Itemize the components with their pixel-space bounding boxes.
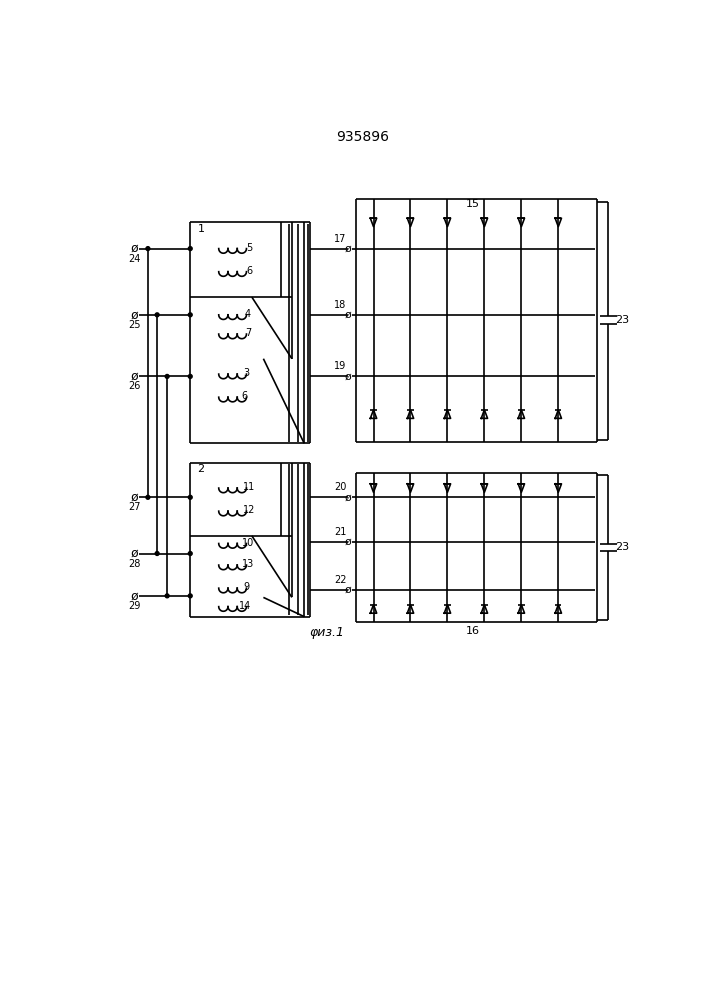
Text: 27: 27 <box>129 502 141 512</box>
Text: ø: ø <box>131 589 139 602</box>
Text: 19: 19 <box>334 361 346 371</box>
Text: 7: 7 <box>245 328 251 338</box>
Circle shape <box>188 247 192 251</box>
Text: ø: ø <box>345 244 351 254</box>
Circle shape <box>188 594 192 598</box>
Text: 14: 14 <box>239 601 251 611</box>
Text: 17: 17 <box>334 234 346 244</box>
Circle shape <box>165 374 169 378</box>
Text: 21: 21 <box>334 527 346 537</box>
Text: 20: 20 <box>334 482 346 492</box>
Text: 1: 1 <box>197 224 204 234</box>
Text: 15: 15 <box>466 199 480 209</box>
Text: 10: 10 <box>242 538 254 548</box>
Text: 23: 23 <box>615 315 629 325</box>
Circle shape <box>156 313 159 317</box>
Text: ø: ø <box>345 585 351 595</box>
Text: 6: 6 <box>247 266 252 276</box>
Text: ø: ø <box>345 310 351 320</box>
Circle shape <box>146 495 150 499</box>
Circle shape <box>165 594 169 598</box>
Text: 29: 29 <box>129 601 141 611</box>
Text: ø: ø <box>131 370 139 383</box>
Text: 24: 24 <box>129 254 141 264</box>
Text: 4: 4 <box>245 309 251 319</box>
Text: 22: 22 <box>334 575 346 585</box>
Text: 9: 9 <box>243 582 250 592</box>
Text: 3: 3 <box>243 368 250 378</box>
Text: ø: ø <box>131 308 139 321</box>
Circle shape <box>156 552 159 555</box>
Text: ø: ø <box>131 547 139 560</box>
Text: 16: 16 <box>466 626 480 636</box>
Text: 25: 25 <box>129 320 141 330</box>
Text: ø: ø <box>345 371 351 381</box>
Text: ø: ø <box>131 242 139 255</box>
Text: 6: 6 <box>242 391 248 401</box>
Text: 26: 26 <box>129 381 141 391</box>
Text: 2: 2 <box>197 464 204 474</box>
Text: 935896: 935896 <box>337 130 390 144</box>
Text: 23: 23 <box>615 542 629 552</box>
Text: 28: 28 <box>129 559 141 569</box>
Text: ø: ø <box>345 537 351 547</box>
Circle shape <box>146 247 150 251</box>
Circle shape <box>188 552 192 555</box>
Circle shape <box>188 374 192 378</box>
Text: 5: 5 <box>247 243 252 253</box>
Text: ø: ø <box>131 491 139 504</box>
Circle shape <box>188 313 192 317</box>
Text: 13: 13 <box>242 559 254 569</box>
Text: φиз.1: φиз.1 <box>310 626 345 639</box>
Text: 12: 12 <box>243 505 256 515</box>
Circle shape <box>188 495 192 499</box>
Text: 11: 11 <box>243 482 256 492</box>
Text: ø: ø <box>345 492 351 502</box>
Text: 18: 18 <box>334 300 346 310</box>
